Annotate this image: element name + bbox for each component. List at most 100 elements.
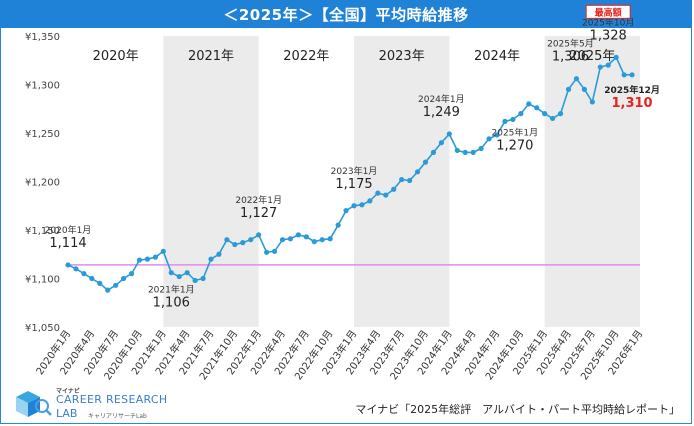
data-point (430, 149, 437, 155)
data-point (565, 86, 572, 92)
data-point (335, 222, 341, 228)
data-point (73, 266, 79, 272)
logo-line2: LAB (56, 407, 78, 420)
annotation-label: 2020年1月 (45, 224, 92, 236)
badge-label: 最高額 (595, 6, 622, 18)
y-tick-label: ¥1,300 (25, 81, 60, 92)
data-point (383, 192, 389, 198)
data-point (542, 111, 548, 117)
annotation-value: 1,306 (552, 50, 589, 65)
year-label: 2025年 (569, 49, 615, 64)
y-tick-label: ¥1,250 (25, 129, 60, 140)
data-point (81, 271, 87, 277)
data-point (200, 275, 206, 282)
year-label: 2020年 (93, 49, 139, 64)
annotation-label: 2021年1月 (148, 284, 195, 296)
data-point (121, 275, 127, 282)
annotation-value: 1,127 (240, 206, 277, 221)
data-point (319, 237, 325, 243)
data-point (279, 237, 286, 243)
data-point (168, 270, 174, 276)
data-point (264, 249, 270, 255)
data-point (486, 136, 492, 142)
year-label: 2024年 (474, 49, 520, 64)
annotation-label: 2025年1月 (492, 127, 539, 139)
data-point (605, 62, 611, 68)
data-point (367, 198, 373, 204)
data-point (534, 105, 540, 111)
annotation-value: 1,270 (496, 139, 533, 154)
annotation-value: 1,175 (335, 177, 372, 192)
data-point (438, 140, 444, 146)
data-point (494, 132, 500, 138)
data-point (271, 248, 278, 254)
badge-box (585, 4, 631, 19)
logo-top-text: マイナビ (56, 388, 80, 395)
year-label: 2023年 (379, 49, 425, 64)
annotation-value: 1,249 (423, 105, 460, 120)
y-tick-label: ¥1,050 (25, 323, 60, 334)
data-point (176, 273, 182, 280)
data-point (462, 149, 468, 155)
y-tick-label: ¥1,200 (25, 178, 60, 189)
data-point (216, 251, 222, 257)
data-point (248, 237, 254, 243)
source-note: マイナビ「2025年総評 アルバイト・パート平均時給レポート」 (355, 403, 680, 416)
data-point (573, 76, 580, 82)
data-point (65, 262, 71, 268)
data-point (526, 101, 532, 107)
data-point (351, 203, 357, 209)
data-point (613, 54, 619, 60)
data-point (399, 176, 405, 183)
data-point (287, 236, 294, 242)
data-point (113, 282, 119, 288)
data-point (144, 256, 151, 262)
y-tick-label: ¥1,150 (25, 226, 60, 237)
logo-line1: CAREER RESEARCH (56, 393, 168, 406)
data-point (311, 239, 317, 245)
annotation-label: 2023年1月 (331, 165, 378, 177)
annotation-label: 2025年5月 (547, 38, 594, 50)
logo-sub: キャリアリサーチLab (88, 413, 147, 420)
data-point (414, 169, 421, 175)
data-point (256, 232, 262, 238)
data-point (303, 234, 309, 240)
cube-logo-icon (16, 391, 52, 417)
data-point (550, 115, 556, 122)
data-point (152, 254, 158, 260)
data-point (391, 186, 397, 192)
y-tick-label: ¥1,100 (25, 275, 60, 286)
career-research-lab-logo: マイナビ CAREER RESEARCH LAB キャリアリサーチLab (14, 386, 167, 422)
data-point (470, 149, 476, 155)
data-point (589, 99, 595, 105)
data-point (407, 177, 413, 184)
data-point (518, 111, 524, 117)
data-point (502, 118, 508, 124)
data-point (128, 271, 135, 277)
data-point (208, 256, 214, 262)
annotation-value: 1,114 (49, 236, 86, 251)
data-point (224, 237, 230, 243)
annotation-label: 2025年12月 (604, 84, 660, 96)
data-point (629, 72, 635, 78)
chart-title: ＜2025年＞【全国】平均時給推移 (223, 5, 469, 24)
annotation-label: 2025年10月 (582, 16, 634, 28)
year-label: 2022年 (283, 49, 329, 64)
annotation-value: 1,310 (611, 96, 652, 111)
annotation-label: 2024年1月 (418, 93, 465, 105)
year-band-shade (163, 36, 259, 327)
data-point (510, 116, 516, 123)
data-point (89, 275, 95, 282)
data-point (184, 270, 190, 276)
data-point (422, 159, 429, 165)
data-point (557, 111, 564, 117)
annotation-label: 2022年1月 (235, 194, 282, 206)
data-point (192, 277, 198, 284)
data-point (359, 202, 365, 208)
data-point (240, 240, 246, 246)
data-point (295, 232, 301, 238)
data-point (232, 241, 238, 248)
data-point (136, 257, 143, 263)
data-point (105, 287, 111, 293)
